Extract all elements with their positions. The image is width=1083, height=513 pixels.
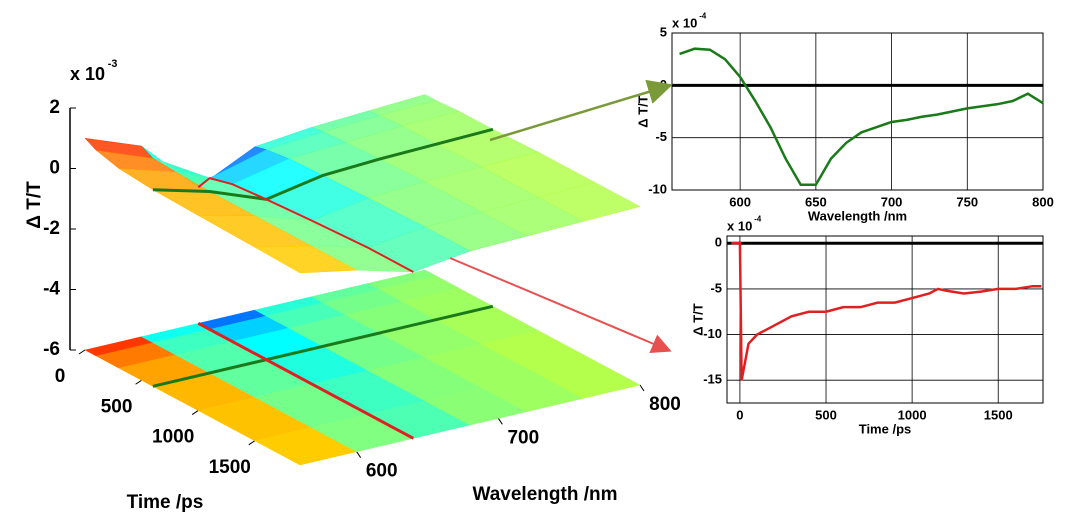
arrow	[489, 79, 673, 142]
t-tick-label: 1500	[209, 457, 251, 478]
kinetic-cut	[197, 177, 414, 273]
plot-area	[726, 235, 1044, 404]
t-tick	[135, 379, 142, 385]
x-tick-label: 650	[805, 194, 827, 209]
exponent: x 10	[672, 15, 697, 30]
exponent-power: -4	[754, 214, 762, 223]
arrow	[449, 257, 672, 353]
kinetics-plot: 0 -5 -10 -15 0 500 1000 1500 x 10 -4 Time /ps Δ T/T	[690, 214, 1044, 436]
w-tick-label: 800	[649, 394, 681, 415]
x-tick-label: 600	[729, 194, 751, 209]
t-tick	[248, 440, 256, 446]
w-tick-label: 700	[507, 427, 539, 448]
y-tick-label: -5	[710, 280, 722, 295]
y-tick-label: 5	[660, 24, 667, 39]
y-tick-label: -15	[703, 372, 722, 387]
x-tick-label: 800	[1032, 194, 1054, 209]
t-tick-label: 500	[101, 396, 133, 417]
floor-cell	[537, 360, 641, 399]
y-tick-label: 0	[715, 235, 722, 250]
y-tick-label: 0	[660, 77, 667, 92]
z-tick-label: -4	[43, 279, 60, 300]
w-tick	[497, 418, 503, 425]
t-tick	[78, 349, 86, 355]
y-axis-label: Δ T/T	[635, 95, 650, 128]
t-tick-label: 1000	[152, 427, 194, 448]
x-tick-label: 750	[956, 194, 978, 209]
t-tick-label: 0	[55, 366, 66, 387]
w-tick	[639, 384, 645, 392]
y-tick-label: -5	[655, 129, 667, 144]
z-tick-label: -6	[43, 339, 60, 360]
x-axis-label: Wavelength /nm	[808, 208, 907, 223]
exponent-power: -4	[699, 11, 707, 20]
w-tick-label: 600	[366, 461, 398, 482]
y-tick-label: -10	[648, 181, 667, 196]
x-tick-label: 500	[815, 407, 837, 422]
y-tick-label: -10	[703, 326, 722, 341]
plot-area	[671, 32, 1044, 191]
y-axis-label: Δ T/T	[690, 303, 705, 336]
x-tick-label: 700	[881, 194, 903, 209]
z-tick-label: 0	[49, 158, 60, 179]
surface-cell	[253, 245, 358, 274]
t-tick	[191, 410, 199, 415]
data-line	[731, 242, 1042, 381]
x-tick-label: 0	[736, 407, 743, 422]
exponent-power: -3	[108, 58, 118, 70]
z-axis-label: Δ T/T	[24, 181, 45, 229]
surface-plot: 2 0 -2 -4 -6 0 500 1000 1500 600 700 800 x 10 -3 Δ T/T…	[24, 58, 681, 513]
x-tick-label: 1000	[898, 407, 927, 422]
x-axis-label: Time /ps	[127, 492, 204, 513]
z-tick-label: -2	[43, 218, 60, 239]
exponent: x 10	[727, 218, 752, 233]
exponent: x 10	[70, 64, 105, 84]
w-tick	[356, 451, 362, 458]
y-axis-label: Wavelength /nm	[473, 484, 618, 505]
z-tick-label: 2	[49, 97, 60, 118]
x-axis-label: Time /ps	[859, 421, 912, 436]
x-tick-label: 1500	[984, 407, 1013, 422]
spectrum-cut	[152, 127, 494, 201]
cut-line	[152, 304, 494, 388]
data-line	[679, 47, 1044, 187]
cut-line	[197, 322, 415, 440]
